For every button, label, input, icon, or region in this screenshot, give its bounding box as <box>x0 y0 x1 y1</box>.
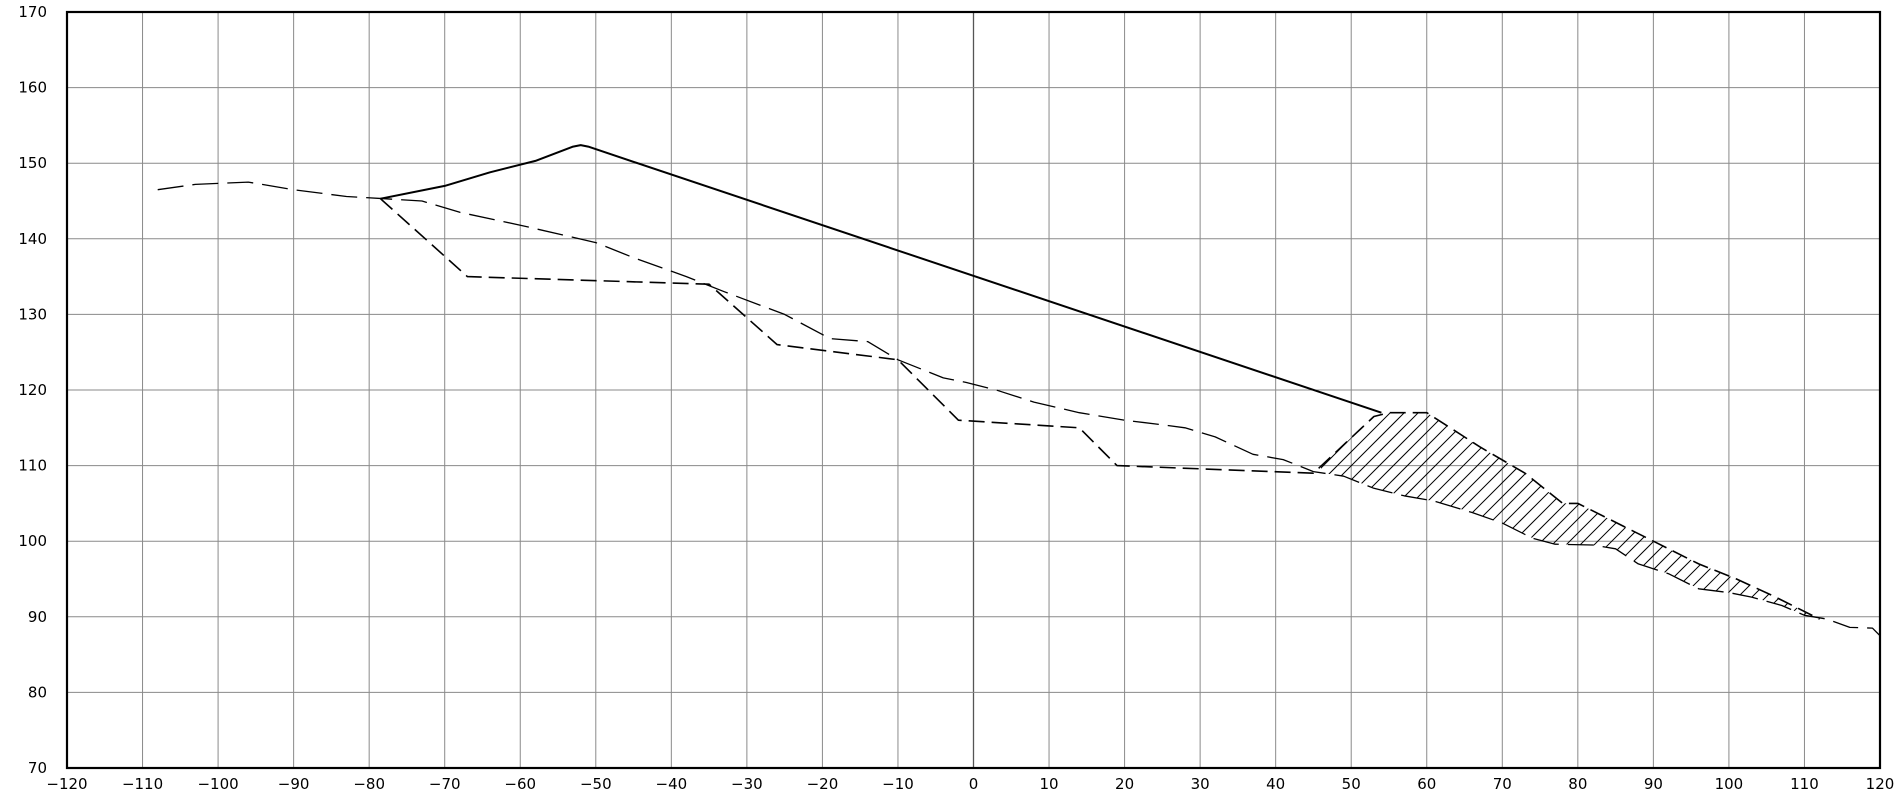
y-tick-label: 140 <box>18 230 47 248</box>
y-tick-label: 120 <box>18 381 47 399</box>
x-tick-label: −120 <box>46 775 87 793</box>
x-tick-label: −60 <box>504 775 536 793</box>
x-tick-label: 30 <box>1191 775 1210 793</box>
series-group <box>157 144 1881 637</box>
x-tick-label: −70 <box>429 775 461 793</box>
y-tick-label: 160 <box>18 79 47 97</box>
x-tick-label: −50 <box>580 775 612 793</box>
y-tick-label: 150 <box>18 154 47 172</box>
y-tick-label: 170 <box>18 3 47 21</box>
x-tick-label: 20 <box>1115 775 1134 793</box>
x-tick-label: 40 <box>1266 775 1285 793</box>
plot-frame <box>65 10 1882 770</box>
grid <box>66 11 1881 769</box>
y-tick-label: 110 <box>18 457 47 475</box>
x-tick-label: 100 <box>1715 775 1744 793</box>
y-axis-ticks: 70 80 90 100 110 120 130 140 150 160 170 <box>18 3 47 777</box>
x-tick-label: −110 <box>122 775 163 793</box>
hatch-line <box>1889 12 1900 768</box>
x-tick-label: −30 <box>731 775 763 793</box>
x-tick-label: 90 <box>1644 775 1663 793</box>
y-tick-label: 80 <box>28 683 47 701</box>
x-tick-label: −80 <box>353 775 385 793</box>
x-tick-label: 50 <box>1342 775 1361 793</box>
x-tick-label: 80 <box>1568 775 1587 793</box>
existing-ground-line <box>157 181 1881 637</box>
x-tick-label: −10 <box>882 775 914 793</box>
y-tick-label: 70 <box>28 759 47 777</box>
x-axis-ticks: −120 −110 −100 −90 −80 −70 −60 −50 −40 −30 −20 −10 0… <box>46 775 1894 793</box>
x-tick-label: 10 <box>1039 775 1058 793</box>
x-tick-label: −90 <box>278 775 310 793</box>
x-tick-label: 120 <box>1866 775 1895 793</box>
x-tick-label: −100 <box>197 775 238 793</box>
x-tick-label: 60 <box>1417 775 1436 793</box>
x-tick-label: −40 <box>656 775 688 793</box>
y-tick-label: 90 <box>28 608 47 626</box>
y-tick-label: 130 <box>18 305 47 323</box>
x-tick-label: −20 <box>807 775 839 793</box>
y-tick-label: 100 <box>18 532 47 550</box>
design-profile-line <box>379 198 1820 620</box>
projection-line-line <box>380 144 1382 414</box>
x-tick-label: 110 <box>1790 775 1819 793</box>
x-tick-label: 0 <box>969 775 979 793</box>
x-tick-label: 70 <box>1493 775 1512 793</box>
